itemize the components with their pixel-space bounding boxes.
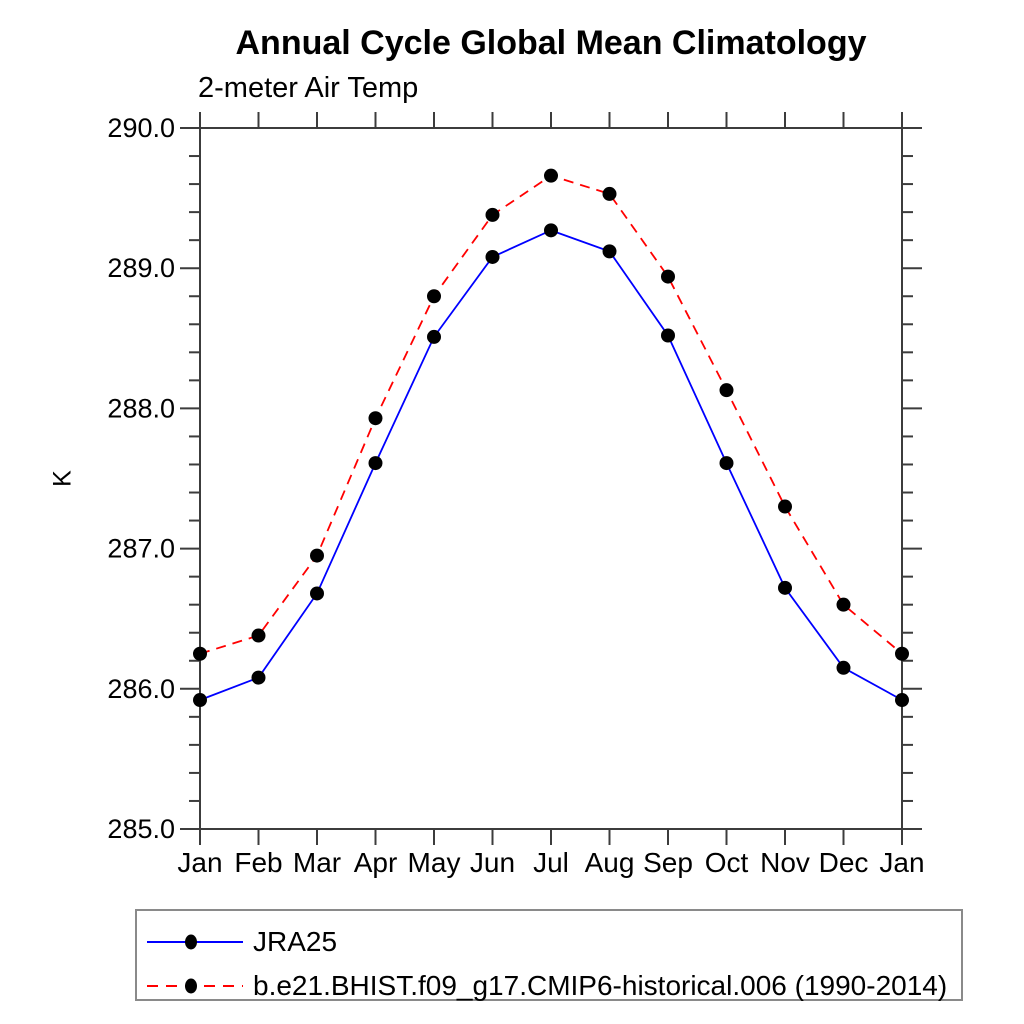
y-tick-label: 290.0 [107, 113, 175, 143]
x-tick-label: Jul [533, 847, 569, 878]
x-tick-label: May [408, 847, 461, 878]
data-point-marker [485, 249, 500, 264]
y-tick-label: 285.0 [107, 814, 175, 844]
x-tick-label: Nov [760, 847, 810, 878]
data-point-marker [719, 383, 734, 398]
x-tick-label: Mar [293, 847, 341, 878]
data-point-marker [719, 456, 734, 471]
x-tick-label: Jun [470, 847, 515, 878]
data-point-marker [602, 186, 617, 201]
x-tick-label: Jan [879, 847, 924, 878]
chart-title: Annual Cycle Global Mean Climatology [235, 24, 867, 62]
legend-line-sample-dashed [147, 978, 243, 994]
data-point-marker [895, 646, 909, 661]
data-point-marker [427, 329, 441, 344]
x-tick-label: Oct [705, 847, 749, 878]
y-tick-label: 289.0 [107, 253, 175, 283]
y-tick-label: 287.0 [107, 534, 175, 564]
data-point-marker [836, 597, 851, 612]
data-point-marker [251, 628, 266, 643]
data-point-marker [661, 328, 675, 343]
series-line-0 [199, 229, 903, 701]
legend: JRA25 b.e21.BHIST.f09_g17.CMIP6-historic… [135, 909, 963, 1001]
legend-entry-cmip6: b.e21.BHIST.f09_g17.CMIP6-historical.006… [145, 970, 948, 1001]
legend-entry-jra25: JRA25 [145, 926, 338, 957]
x-tick-label: Sep [643, 847, 693, 878]
data-point-marker [485, 207, 500, 222]
x-tick-label: Jan [177, 847, 222, 878]
series-line-1 [199, 174, 903, 655]
data-point-marker [895, 693, 909, 708]
legend-label-jra25: JRA25 [253, 926, 338, 957]
data-point-marker [310, 586, 324, 601]
data-point-marker [251, 670, 266, 685]
data-point-marker [544, 168, 558, 183]
data-point-marker [602, 244, 617, 259]
data-point-marker [661, 269, 675, 284]
x-tick-label: Apr [354, 847, 398, 878]
data-point-marker [836, 660, 851, 675]
data-point-marker [368, 456, 383, 471]
data-point-marker [778, 499, 792, 514]
data-point-marker [193, 693, 207, 708]
y-tick-label: 288.0 [107, 393, 175, 423]
legend-line-sample-solid [147, 934, 243, 950]
x-tick-label: Aug [585, 847, 635, 878]
data-point-marker [427, 289, 441, 304]
x-tick-label: Dec [819, 847, 869, 878]
legend-label-cmip6: b.e21.BHIST.f09_g17.CMIP6-historical.006… [253, 970, 948, 1001]
chart-subtitle: 2-meter Air Temp [198, 72, 419, 104]
data-point-marker [310, 548, 324, 563]
legend-marker-dot-icon [185, 978, 197, 994]
data-point-marker [544, 223, 558, 238]
legend-marker-dot-icon [185, 934, 197, 950]
x-tick-label: Feb [234, 847, 282, 878]
y-tick-label: 286.0 [107, 674, 175, 704]
data-point-marker [778, 580, 792, 595]
data-point-marker [193, 646, 207, 661]
data-point-marker [368, 411, 383, 426]
